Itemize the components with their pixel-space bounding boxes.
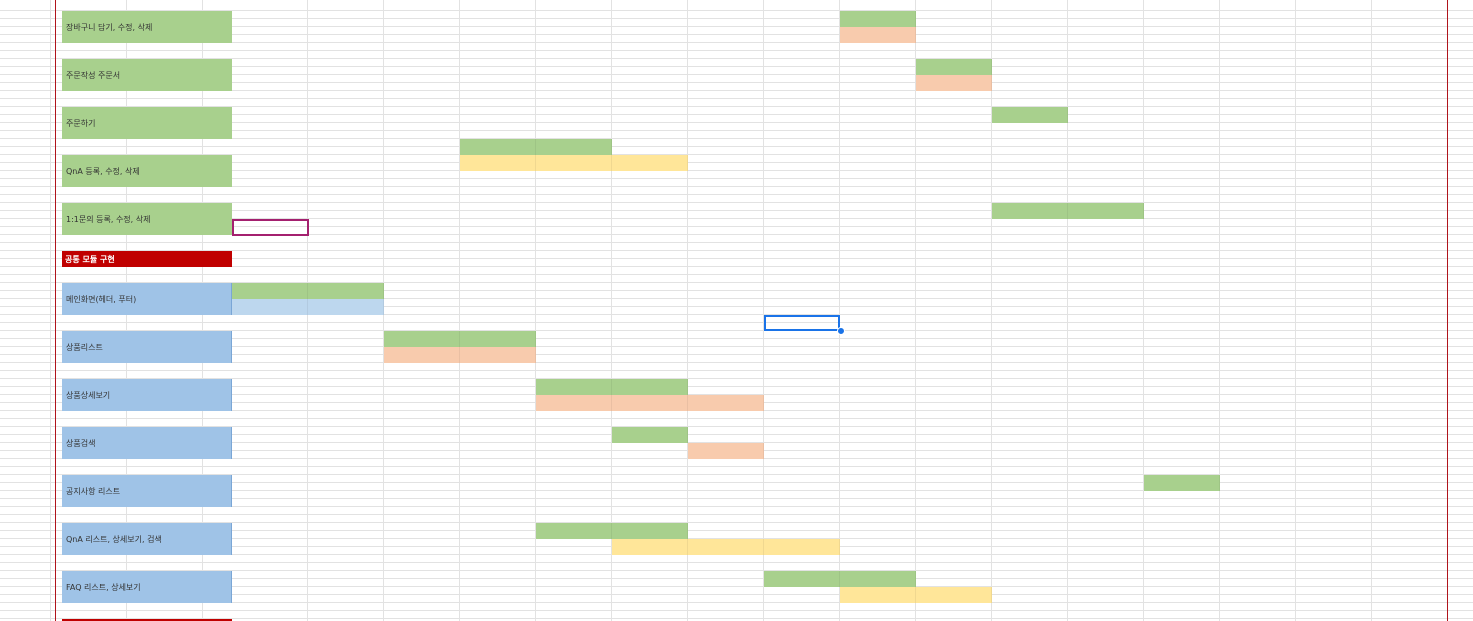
gantt-bar-inquiry-crud-plan[interactable]	[992, 203, 1144, 219]
gantt-bar-product-list-plan[interactable]	[384, 331, 536, 347]
gantt-bar-faq-list-plan[interactable]	[764, 571, 916, 587]
gantt-bar-cart-plan[interactable]	[840, 11, 916, 27]
task-inquiry-crud-label[interactable]: 1:1문의 등록, 수정, 삭제	[62, 203, 232, 235]
print-area-right-border	[1447, 0, 1448, 621]
gantt-bar-product-detail-actual[interactable]	[536, 395, 764, 411]
task-notice-list-label[interactable]: 공지사항 리스트	[62, 475, 232, 507]
task-main-screen-label[interactable]: 메인화면(헤더, 푸터)	[62, 283, 232, 315]
next-section-label-edge	[62, 619, 232, 621]
gantt-bar-notice-list-plan[interactable]	[1144, 475, 1220, 491]
print-area-left-border	[55, 0, 56, 621]
task-product-list-label[interactable]: 상품리스트	[62, 331, 232, 363]
gantt-bar-main-screen-actual[interactable]	[232, 299, 384, 315]
fill-handle[interactable]	[837, 327, 845, 335]
task-qna-list-label[interactable]: QnA 리스트, 상세보기, 검색	[62, 523, 232, 555]
gantt-bar-order-form-actual[interactable]	[916, 75, 992, 91]
gantt-bar-order-form-plan[interactable]	[916, 59, 992, 75]
task-product-detail-label[interactable]: 상품상세보기	[62, 379, 232, 411]
task-order-form-label[interactable]: 주문작성 주문서	[62, 59, 232, 91]
task-qna-crud-label[interactable]: QnA 등록, 수정, 삭제	[62, 155, 232, 187]
task-faq-list-label[interactable]: FAQ 리스트, 상세보기	[62, 571, 232, 603]
gantt-bar-qna-list-actual[interactable]	[612, 539, 840, 555]
gantt-bar-product-detail-plan[interactable]	[536, 379, 688, 395]
gantt-bar-product-search-actual[interactable]	[688, 443, 764, 459]
gantt-bar-product-search-plan[interactable]	[612, 427, 688, 443]
gantt-bar-faq-list-actual[interactable]	[840, 587, 992, 603]
gantt-bar-cart-actual[interactable]	[840, 27, 916, 43]
gantt-bar-main-screen-plan[interactable]	[232, 283, 384, 299]
gantt-bar-product-list-actual[interactable]	[384, 347, 536, 363]
gantt-bar-qna-list-plan[interactable]	[536, 523, 688, 539]
task-place-order-label[interactable]: 주문하기	[62, 107, 232, 139]
gantt-bar-place-order-plan[interactable]	[992, 107, 1068, 123]
selected-cell[interactable]	[764, 315, 840, 331]
gantt-bar-qna-crud-plan[interactable]	[460, 139, 612, 155]
section-common-module-label[interactable]: 공통 모듈 구현	[62, 251, 232, 267]
task-cart-label[interactable]: 장바구니 담기, 수정, 삭제	[62, 11, 232, 43]
gantt-bar-qna-crud-actual[interactable]	[460, 155, 688, 171]
task-product-search-label[interactable]: 상품검색	[62, 427, 232, 459]
collaborator-cursor	[232, 219, 309, 236]
